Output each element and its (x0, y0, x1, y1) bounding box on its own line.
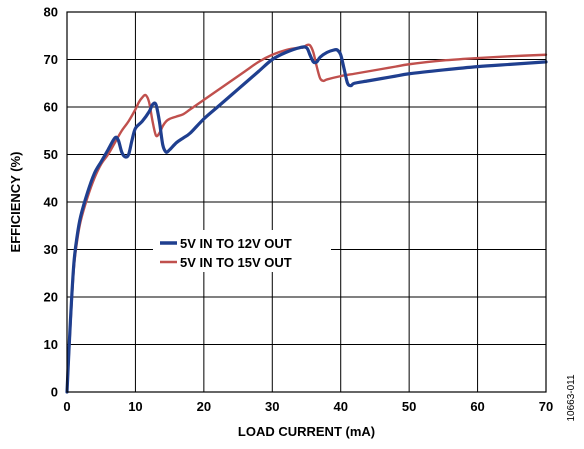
y-tick-label: 60 (44, 100, 58, 115)
x-tick-label: 10 (128, 399, 142, 414)
x-tick-label: 40 (333, 399, 347, 414)
legend-background (153, 230, 331, 272)
figure-id: 10663-011 (566, 374, 577, 422)
tick-labels: 0 10 20 30 40 50 60 70 0 10 20 30 40 50 60 70 80 (44, 5, 554, 415)
y-tick-label: 0 (51, 385, 58, 400)
y-tick-label: 50 (44, 147, 58, 162)
series-line-15v-out (65, 43, 548, 394)
y-tick-label: 30 (44, 242, 58, 257)
x-tick-label: 20 (197, 399, 211, 414)
y-axis-title: EFFICIENCY (%) (8, 152, 23, 253)
legend-label-12v: 5V IN TO 12V OUT (180, 236, 292, 251)
y-tick-label: 70 (44, 52, 58, 67)
y-tick-label: 40 (44, 195, 58, 210)
x-tick-label: 0 (63, 399, 70, 414)
x-axis-title: LOAD CURRENT (mA) (238, 424, 375, 439)
plot-frame (66, 11, 547, 393)
y-tick-label: 20 (44, 290, 58, 305)
x-tick-label: 30 (265, 399, 279, 414)
grid (66, 11, 547, 393)
series-line-12v-out (65, 45, 548, 394)
series-layer (65, 43, 548, 394)
y-tick-label: 10 (44, 337, 58, 352)
x-tick-label: 50 (402, 399, 416, 414)
legend: 5V IN TO 12V OUT 5V IN TO 15V OUT (153, 230, 331, 272)
legend-label-15v: 5V IN TO 15V OUT (180, 255, 292, 270)
x-tick-label: 60 (470, 399, 484, 414)
x-tick-label: 70 (539, 399, 553, 414)
y-tick-label: 80 (44, 5, 58, 20)
